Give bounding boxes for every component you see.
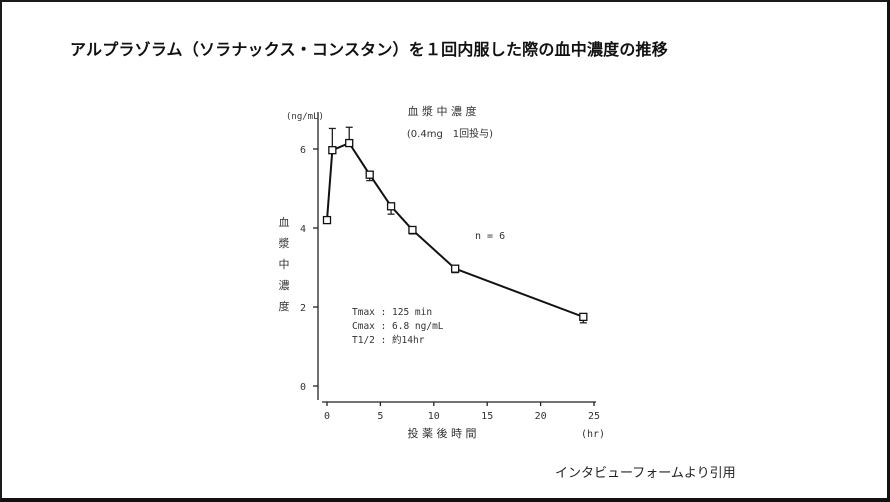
y-axis-label-char: 中 <box>279 258 290 271</box>
data-point-marker <box>451 264 460 273</box>
x-unit-label: (hr) <box>581 429 605 440</box>
sample-size-annotation: n = 6 <box>475 231 505 242</box>
series-line <box>326 141 584 318</box>
x-tick-label: 15 <box>481 411 493 422</box>
x-tick-label: 5 <box>377 411 383 422</box>
y-tick-label: 0 <box>300 382 306 393</box>
x-tick-label: 0 <box>324 411 330 422</box>
half-life-annotation: T1/2 : 約14hr <box>352 334 425 346</box>
y-tick-label: 4 <box>300 224 306 235</box>
chart-subtitle: (0.4mg 1回投与) <box>407 127 493 140</box>
data-point-marker <box>345 138 354 148</box>
data-point-marker <box>365 170 374 179</box>
data-point-marker <box>386 202 396 211</box>
x-tick-label: 20 <box>535 411 547 422</box>
x-axis-label: 投 薬 後 時 間 <box>408 426 477 440</box>
y-axis-label-char: 濃 <box>279 278 290 292</box>
slide-title: アルプラゾラム（ソラナックス・コンスタン）を１回内服した際の血中濃度の推移 <box>70 40 668 59</box>
cmax-annotation: Cmax : 6.8 ng/mL <box>352 321 444 332</box>
y-unit-label: (ng/mL) <box>286 112 324 122</box>
y-axis-label-char: 度 <box>279 299 290 313</box>
y-axis-label-char: 漿 <box>279 236 290 250</box>
source-citation: インタビューフォームより引用 <box>555 466 736 481</box>
chart-series <box>322 126 588 324</box>
data-point-marker <box>408 225 417 235</box>
chart-axes: 0 2 4 6 0 5 10 15 20 25 <box>300 112 600 422</box>
y-tick-label: 6 <box>300 145 306 156</box>
chart-title: 血 漿 中 濃 度 <box>408 104 477 118</box>
y-tick-label: 2 <box>300 303 306 314</box>
x-tick-label: 10 <box>428 411 440 422</box>
data-point-marker <box>579 312 588 322</box>
tmax-annotation: Tmax : 125 min <box>352 307 432 318</box>
data-point-marker <box>322 215 332 225</box>
data-point-marker <box>328 146 337 155</box>
y-axis-label-char: 血 <box>279 215 290 229</box>
x-tick-label: 25 <box>588 411 600 422</box>
